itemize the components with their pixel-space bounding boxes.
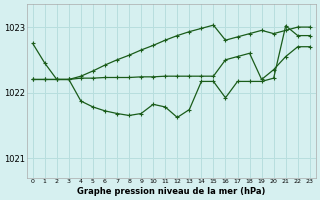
X-axis label: Graphe pression niveau de la mer (hPa): Graphe pression niveau de la mer (hPa): [77, 187, 266, 196]
